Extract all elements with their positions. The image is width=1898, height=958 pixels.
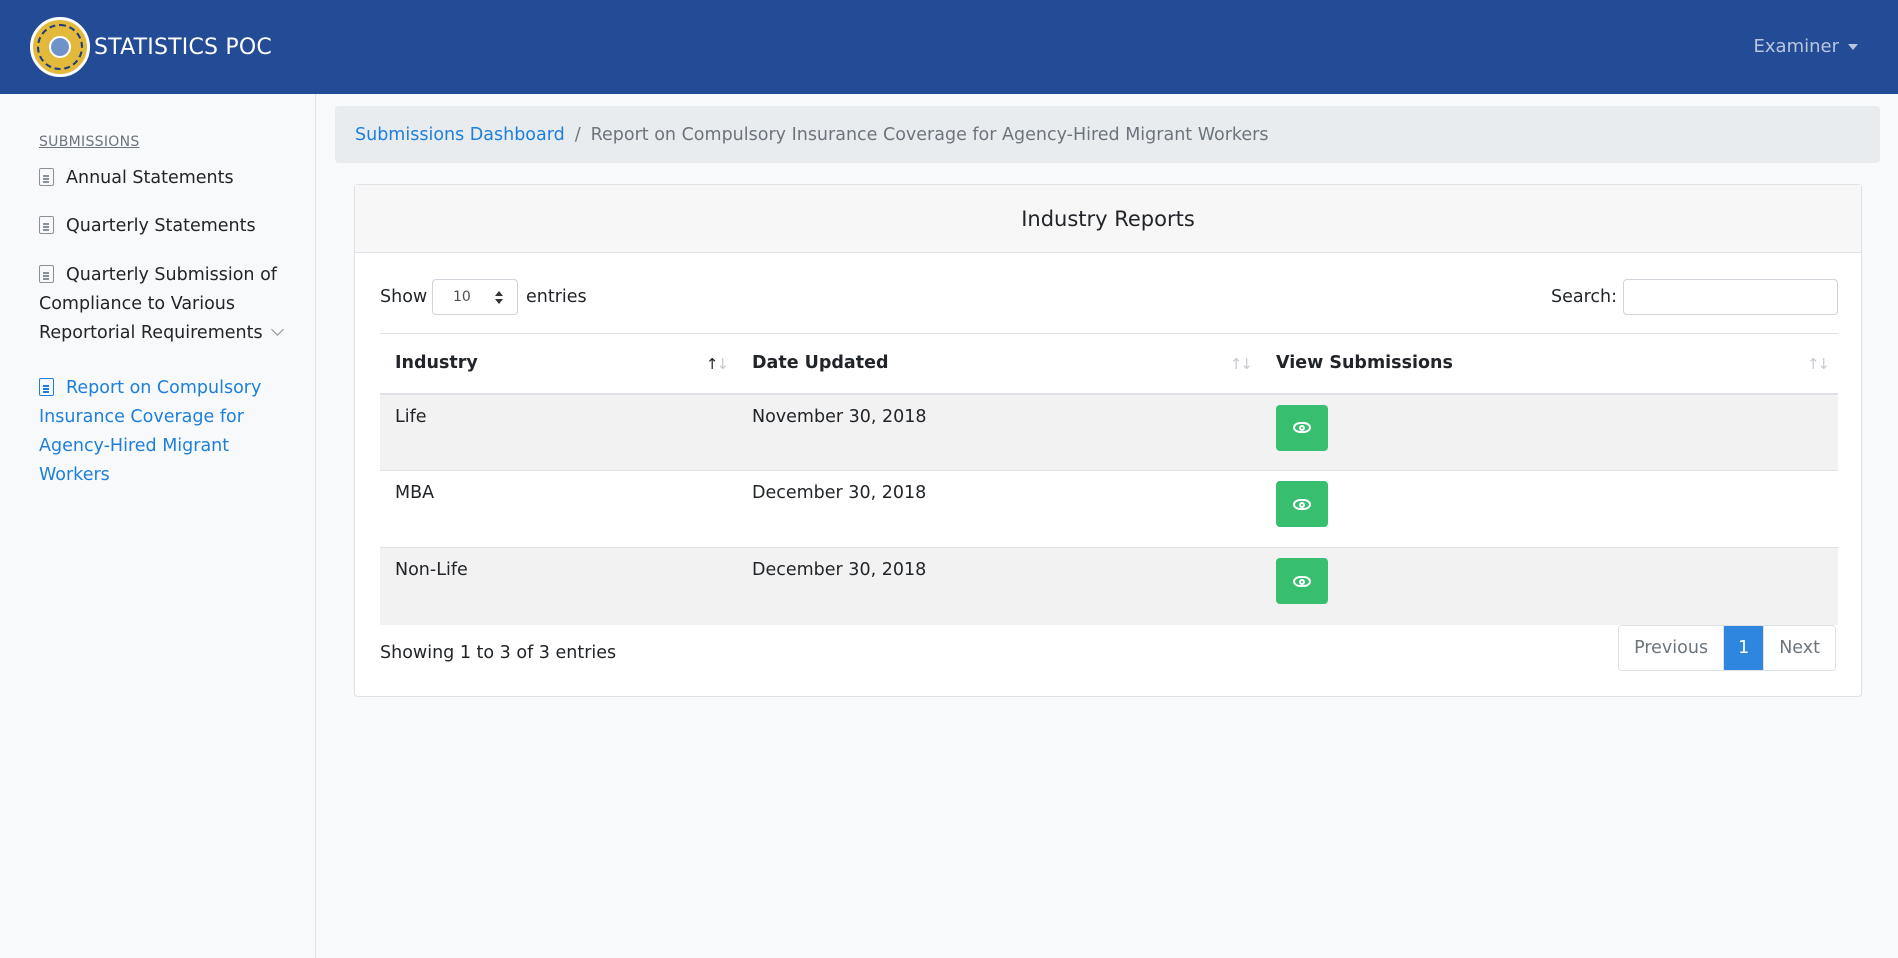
breadcrumb-current: Report on Compulsory Insurance Coverage … <box>590 124 1269 145</box>
column-header-date-updated[interactable]: Date Updated ↑↓ <box>737 333 1261 395</box>
column-header-label: Industry <box>395 353 478 374</box>
document-icon <box>39 168 54 186</box>
card-title: Industry Reports <box>355 185 1861 253</box>
view-submissions-button[interactable] <box>1276 481 1328 527</box>
sidebar-item-label: Quarterly Statements <box>66 216 256 236</box>
select-up-arrow-icon <box>495 291 503 296</box>
seal-logo-icon <box>30 17 90 77</box>
sidebar-item-label: Quarterly Submission of Compliance to Va… <box>39 265 277 343</box>
view-submissions-button[interactable] <box>1276 558 1328 604</box>
top-navbar: STATISTICS POC Examiner <box>0 0 1898 94</box>
breadcrumb-link-dashboard[interactable]: Submissions Dashboard <box>355 124 565 145</box>
table-row: Life November 30, 2018 <box>380 393 1838 471</box>
breadcrumb: Submissions Dashboard / Report on Compul… <box>335 106 1880 163</box>
user-menu-label: Examiner <box>1753 36 1839 57</box>
cell-industry: Life <box>380 393 737 471</box>
sidebar-item-annual-statements[interactable]: Annual Statements <box>39 164 299 193</box>
eye-icon <box>1293 422 1311 433</box>
cell-date-updated: December 30, 2018 <box>737 470 1261 548</box>
breadcrumb-separator: / <box>574 124 581 145</box>
page-size-select[interactable]: 10 <box>432 279 518 315</box>
column-header-label: Date Updated <box>752 353 889 374</box>
sidebar-item-quarterly-compliance[interactable]: Quarterly Submission of Compliance to Va… <box>39 261 289 348</box>
cell-view <box>1261 393 1838 471</box>
page-size-value: 10 <box>453 289 471 305</box>
document-icon <box>39 265 54 283</box>
sort-icon: ↑↓ <box>1229 355 1253 373</box>
show-label: Show <box>380 287 428 307</box>
pagination-page-1[interactable]: 1 <box>1723 626 1764 670</box>
table-row: Non-Life December 30, 2018 <box>380 547 1838 625</box>
cell-date-updated: November 30, 2018 <box>737 393 1261 471</box>
select-down-arrow-icon <box>495 299 503 304</box>
sidebar: SUBMISSIONS Annual Statements Quarterly … <box>0 94 316 958</box>
caret-down-icon <box>1848 43 1858 50</box>
view-submissions-button[interactable] <box>1276 404 1328 451</box>
column-header-industry[interactable]: Industry ↑↓ <box>380 333 737 395</box>
industry-reports-card: Industry Reports Show 10 entries Search:… <box>354 184 1862 697</box>
document-icon <box>39 216 54 234</box>
table-row: MBA December 30, 2018 <box>380 470 1838 548</box>
eye-icon <box>1293 575 1311 587</box>
industry-table-wrapper: Industry ↑↓ Date Updated ↑↓ View Submiss… <box>380 333 1838 625</box>
sidebar-item-compulsory-insurance-report[interactable]: Report on Compulsory Insurance Coverage … <box>39 374 269 490</box>
sidebar-heading: SUBMISSIONS <box>39 134 140 150</box>
sidebar-item-label: Report on Compulsory Insurance Coverage … <box>39 378 262 485</box>
pagination: Previous 1 Next <box>1618 625 1836 671</box>
cell-view <box>1261 470 1838 548</box>
eye-icon <box>1293 498 1311 510</box>
sort-icon: ↑↓ <box>1806 355 1830 373</box>
pagination-next-button[interactable]: Next <box>1763 626 1835 670</box>
cell-view <box>1261 547 1838 625</box>
entries-label: entries <box>526 287 587 307</box>
brand-link[interactable]: STATISTICS POC <box>30 17 272 77</box>
pagination-previous-button[interactable]: Previous <box>1619 626 1724 670</box>
sort-icon: ↑↓ <box>705 355 729 373</box>
industry-table: Industry ↑↓ Date Updated ↑↓ View Submiss… <box>380 333 1838 625</box>
document-icon <box>39 378 54 396</box>
cell-industry: Non-Life <box>380 547 737 625</box>
user-menu-dropdown[interactable]: Examiner <box>1754 36 1858 57</box>
search-label: Search: <box>1550 287 1617 307</box>
sidebar-item-label: Annual Statements <box>66 168 234 188</box>
table-controls: Show 10 entries Search: <box>380 279 1838 315</box>
search-input[interactable] <box>1623 279 1838 315</box>
sidebar-item-quarterly-statements[interactable]: Quarterly Statements <box>39 212 299 241</box>
brand-title: STATISTICS POC <box>94 34 272 60</box>
column-header-view-submissions[interactable]: View Submissions ↑↓ <box>1261 333 1838 395</box>
column-header-label: View Submissions <box>1276 353 1453 374</box>
table-header-row: Industry ↑↓ Date Updated ↑↓ View Submiss… <box>380 333 1838 395</box>
cell-industry: MBA <box>380 470 737 548</box>
table-info: Showing 1 to 3 of 3 entries <box>380 643 617 663</box>
cell-date-updated: December 30, 2018 <box>737 547 1261 625</box>
chevron-down-icon[interactable] <box>270 323 284 336</box>
